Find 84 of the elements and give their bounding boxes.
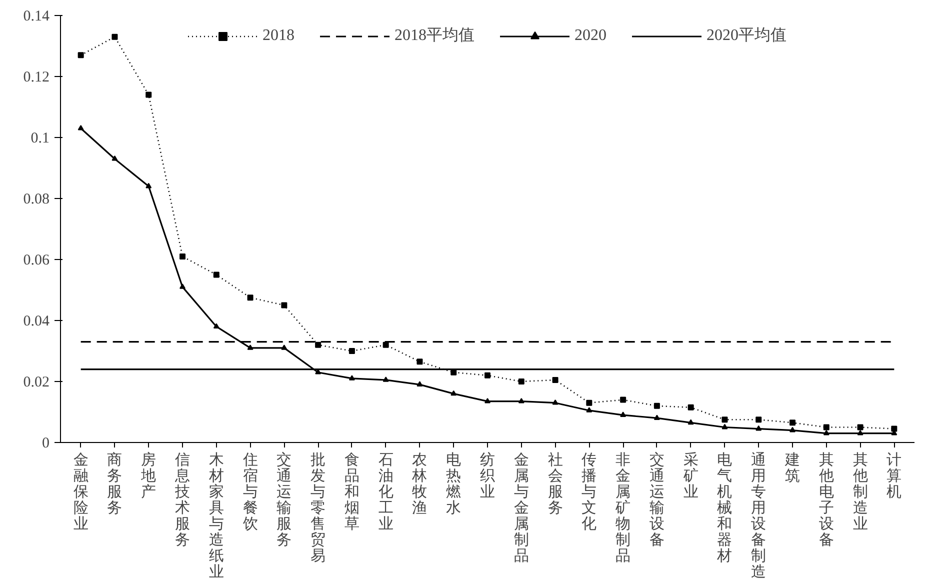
point bbox=[247, 344, 254, 350]
x-tick-label: 电气机械和器材 bbox=[716, 452, 732, 564]
point bbox=[654, 402, 660, 409]
point bbox=[382, 376, 389, 382]
point bbox=[518, 378, 524, 384]
point bbox=[416, 358, 423, 365]
point bbox=[891, 426, 898, 432]
point bbox=[348, 375, 355, 380]
x-tick-label: 信息技术服务 bbox=[174, 452, 190, 548]
x-tick-label: 电热燃水 bbox=[446, 452, 462, 516]
point bbox=[620, 396, 626, 403]
point bbox=[78, 52, 84, 58]
x-tick-label: 批发与零售贸易 bbox=[310, 452, 326, 564]
point bbox=[213, 323, 220, 329]
point bbox=[552, 376, 558, 383]
x-tick-label: 其他制造业 bbox=[852, 452, 868, 532]
y-tick-label: 0.14 bbox=[23, 8, 50, 24]
y-tick-label: 0.04 bbox=[23, 314, 50, 330]
legend-label: 2018平均值 bbox=[394, 26, 474, 46]
point bbox=[281, 302, 288, 308]
point bbox=[484, 372, 490, 378]
point bbox=[146, 182, 152, 188]
y-tick-label: 0.1 bbox=[30, 130, 50, 146]
point bbox=[688, 404, 694, 410]
x-tick-label: 建筑 bbox=[784, 452, 800, 484]
point bbox=[112, 155, 118, 161]
point bbox=[213, 272, 220, 278]
point bbox=[790, 420, 796, 426]
point bbox=[756, 425, 762, 431]
point bbox=[315, 342, 322, 348]
y-tick-label: 0.08 bbox=[23, 192, 50, 208]
x-tick-label: 非金属矿物制品 bbox=[614, 452, 631, 564]
point bbox=[382, 342, 389, 348]
point bbox=[857, 424, 864, 430]
x-tick-label: 房地产 bbox=[140, 452, 156, 500]
x-tick-label: 商务服务 bbox=[107, 452, 122, 516]
point bbox=[586, 400, 592, 406]
point bbox=[552, 399, 558, 405]
x-tick-label: 采矿业 bbox=[682, 452, 698, 500]
point bbox=[722, 424, 728, 430]
point bbox=[654, 414, 660, 420]
point bbox=[722, 416, 728, 423]
point bbox=[484, 398, 490, 404]
y-tick-label: 0.12 bbox=[23, 70, 50, 86]
point bbox=[180, 253, 186, 260]
point bbox=[450, 390, 457, 396]
x-tick-label: 传播与文化 bbox=[582, 452, 597, 532]
point bbox=[78, 124, 84, 130]
point bbox=[180, 284, 186, 289]
legend-label: 2018 bbox=[262, 26, 294, 44]
point bbox=[146, 92, 152, 98]
legend-label: 2020 bbox=[574, 26, 606, 44]
x-tick-label: 食品和烟草 bbox=[344, 452, 360, 532]
point bbox=[620, 412, 626, 417]
x-tick-label: 通用专用设备制造 bbox=[751, 452, 766, 580]
point bbox=[756, 416, 762, 423]
y-tick-label: 0 bbox=[42, 436, 50, 452]
x-tick-label: 农林牧渔 bbox=[411, 452, 428, 516]
x-tick-label: 金属与金属制品 bbox=[514, 452, 529, 564]
point bbox=[790, 426, 796, 432]
x-tick-label: 社会服务 bbox=[548, 452, 563, 516]
point bbox=[112, 34, 118, 40]
y-tick-label: 0.06 bbox=[23, 252, 50, 268]
x-tick-label: 纺织业 bbox=[480, 452, 495, 500]
x-tick-label: 木材家具与造纸业 bbox=[208, 452, 224, 580]
point bbox=[247, 294, 254, 301]
point bbox=[823, 430, 830, 436]
point bbox=[688, 419, 694, 425]
point bbox=[518, 398, 524, 404]
x-tick-label: 住宿与餐饮 bbox=[242, 452, 258, 532]
legend-label: 2020平均值 bbox=[706, 26, 786, 46]
x-tick-label: 计算机 bbox=[886, 452, 902, 500]
x-tick-label: 金融保险业 bbox=[73, 452, 88, 532]
y-tick-label: 0.02 bbox=[23, 374, 50, 390]
x-tick-label: 石油化工业 bbox=[378, 452, 394, 532]
point bbox=[348, 348, 355, 354]
x-tick-label: 交通运输设备 bbox=[649, 452, 664, 548]
x-tick-label: 交通运输服务 bbox=[276, 452, 292, 548]
point bbox=[281, 344, 288, 350]
point bbox=[823, 424, 830, 430]
point bbox=[416, 381, 423, 386]
x-tick-label: 其他电子设备 bbox=[818, 452, 834, 548]
point bbox=[857, 430, 864, 436]
point bbox=[586, 407, 592, 412]
